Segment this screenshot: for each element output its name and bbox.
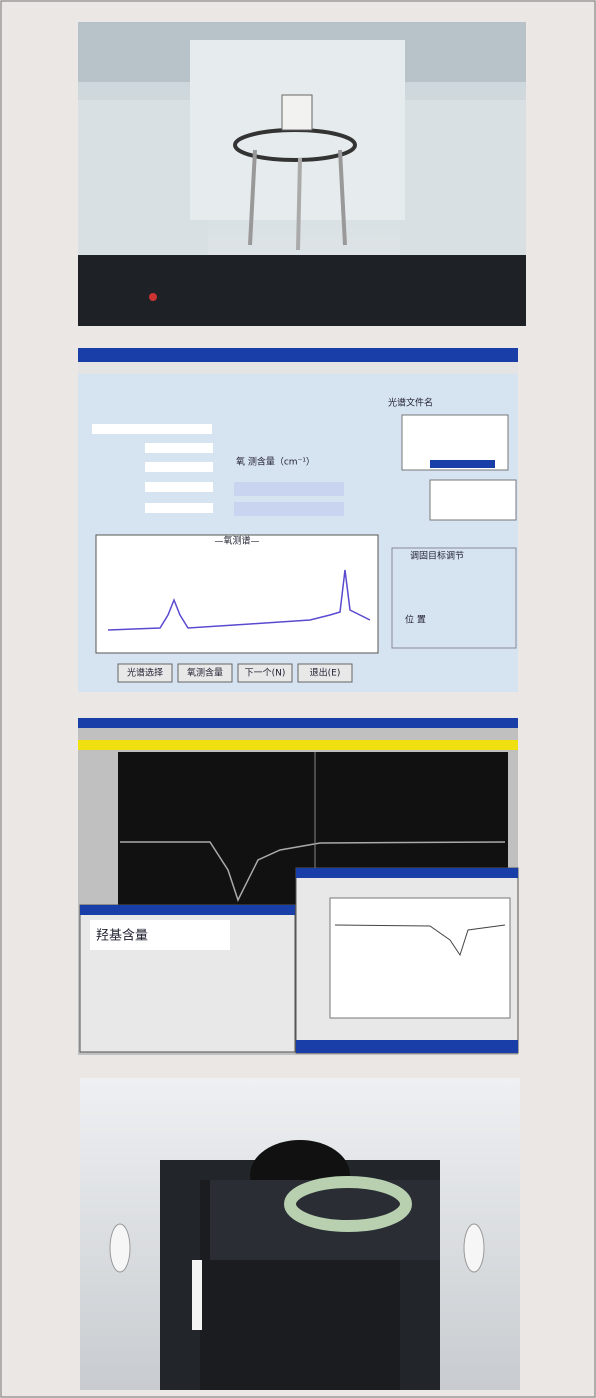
button-label[interactable]: 光谱选择 xyxy=(127,667,163,679)
photo-instrument xyxy=(78,22,526,326)
button-label[interactable]: 退出(E) xyxy=(310,667,341,679)
button[interactable] xyxy=(117,663,173,683)
screenshot-analysis: 羟基含量 xyxy=(78,718,519,1055)
screenshot-software: 氧 测含量（cm⁻¹） 光谱文件名 —氧测谱— 调固目标调节 位 置 光谱选择 氧… xyxy=(78,348,518,692)
file-label: 光谱文件名 xyxy=(388,397,433,409)
button-label[interactable]: 下一个(N) xyxy=(245,668,286,679)
button[interactable] xyxy=(237,663,293,683)
adjust-label: 调固目标调节 xyxy=(410,550,464,562)
button[interactable] xyxy=(297,663,353,683)
photo-sample xyxy=(80,1078,520,1390)
button[interactable] xyxy=(177,663,233,683)
button-label[interactable]: 氧测含量 xyxy=(187,667,223,679)
position-label: 位 置 xyxy=(405,614,426,626)
result-title: 氧 测含量（cm⁻¹） xyxy=(236,456,315,468)
formula-label: 羟基含量 xyxy=(96,928,148,944)
plot-title: —氧测谱— xyxy=(214,535,259,547)
